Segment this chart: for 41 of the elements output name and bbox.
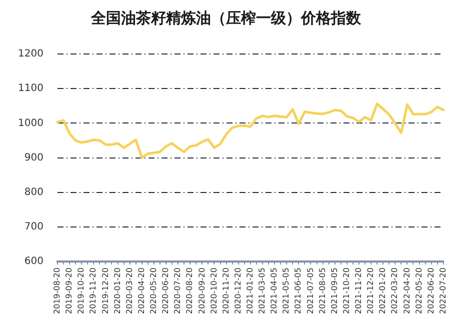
- x-tick-label: 2020-08-20: [185, 268, 194, 314]
- y-tick-label: 800: [24, 186, 44, 198]
- y-tick-label: 900: [24, 152, 44, 164]
- x-tick-label: 2022-07-20: [438, 268, 448, 314]
- x-tick-label: 2021-08-05: [318, 268, 327, 314]
- x-tick-label: 2019-10-20: [76, 268, 86, 314]
- x-tick-label: 2021-04-05: [270, 268, 279, 314]
- x-tick-label: 2020-01-20: [112, 268, 122, 314]
- x-tick-label: 2022-05-20: [414, 268, 424, 314]
- x-tick-label: 2019-08-20: [52, 268, 62, 314]
- y-tick-label: 600: [24, 256, 44, 268]
- x-tick-label: 2022-03-20: [390, 268, 400, 314]
- x-tick-label: 2020-07-20: [173, 268, 182, 314]
- chart-title: 全国油茶籽精炼油（压榨一级）价格指数: [90, 8, 362, 27]
- y-tick-label: 1100: [18, 83, 44, 94]
- x-tick-label: 2020-10-20: [209, 268, 218, 314]
- x-tick-label: 2021-07-05: [306, 268, 315, 314]
- y-tick-label: 1000: [18, 118, 44, 129]
- x-tick-label: 2020-03-20: [124, 268, 134, 314]
- y-tick-label: 700: [24, 222, 44, 233]
- x-tick-label: 2020-06-20: [161, 268, 170, 314]
- y-tick-label: 1200: [18, 48, 44, 60]
- x-tick-label: 2022-06-20: [426, 268, 436, 314]
- x-tick-label: 2021-09-05: [330, 268, 339, 314]
- x-tick-label: 2021-10-20: [342, 268, 351, 314]
- x-tick-label: 2019-09-20: [64, 268, 74, 314]
- x-tick-label: 2021-03-05: [258, 268, 267, 314]
- x-tick-label: 2021-12-20: [366, 268, 376, 314]
- x-tick-label: 2020-11-20: [221, 268, 230, 314]
- x-tick-label: 2021-11-20: [354, 268, 364, 314]
- x-tick-label: 2020-05-20: [149, 268, 158, 314]
- x-tick-label: 2021-01-20: [246, 268, 255, 314]
- x-tick-label: 2022-04-20: [402, 268, 412, 314]
- x-tick-label: 2021-05-05: [282, 268, 291, 314]
- x-tick-label: 2020-12-20: [233, 268, 242, 314]
- x-tick-label: 2021-06-05: [294, 268, 303, 314]
- x-tick-label: 2020-04-20: [136, 268, 146, 314]
- x-tick-label: 2019-12-20: [100, 268, 110, 314]
- x-tick-label: 2022-01-20: [378, 268, 388, 314]
- x-tick-label: 2020-09-20: [197, 268, 206, 314]
- x-tick-label: 2019-11-20: [88, 268, 98, 314]
